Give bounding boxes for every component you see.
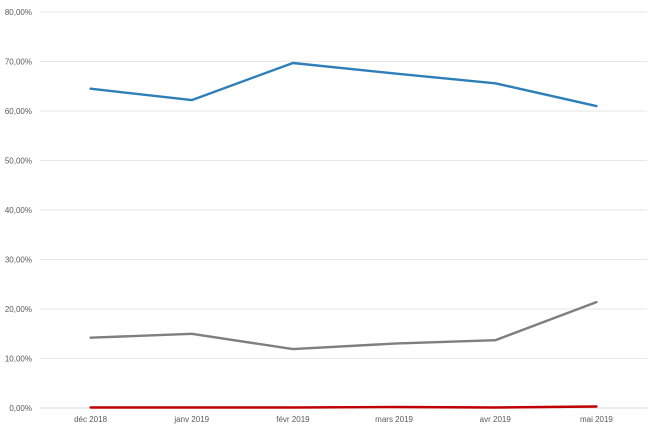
- y-tick-label: 60,00%: [5, 107, 32, 116]
- series-line-3: [89, 405, 598, 409]
- y-tick-label: 20,00%: [5, 305, 32, 314]
- y-tick-label: 10,00%: [5, 355, 32, 364]
- series-line-1: [89, 61, 598, 108]
- y-tick-label: 30,00%: [5, 256, 32, 265]
- y-tick-label: 0,00%: [9, 404, 32, 413]
- x-tick-label: avr 2019: [480, 415, 512, 424]
- x-tick-label: févr 2019: [276, 415, 310, 424]
- series-line-2: [89, 300, 598, 351]
- gridlines: [40, 11, 647, 409]
- y-tick-label: 50,00%: [5, 157, 32, 166]
- x-tick-label: mai 2019: [580, 415, 613, 424]
- x-tick-label: janv 2019: [173, 415, 209, 424]
- x-axis-tick-labels: déc 2018 janv 2019 févr 2019 mars 2019 avr 2…: [74, 415, 613, 424]
- series-lines: [89, 61, 598, 409]
- y-axis-tick-labels: 0,00% 10,00% 20,00% 30,00% 40,00% 50,00% 60,00…: [5, 8, 32, 413]
- y-tick-label: 70,00%: [5, 58, 32, 67]
- y-tick-label: 80,00%: [5, 8, 32, 17]
- x-tick-label: mars 2019: [375, 415, 413, 424]
- x-tick-label: déc 2018: [74, 415, 107, 424]
- y-tick-label: 40,00%: [5, 206, 32, 215]
